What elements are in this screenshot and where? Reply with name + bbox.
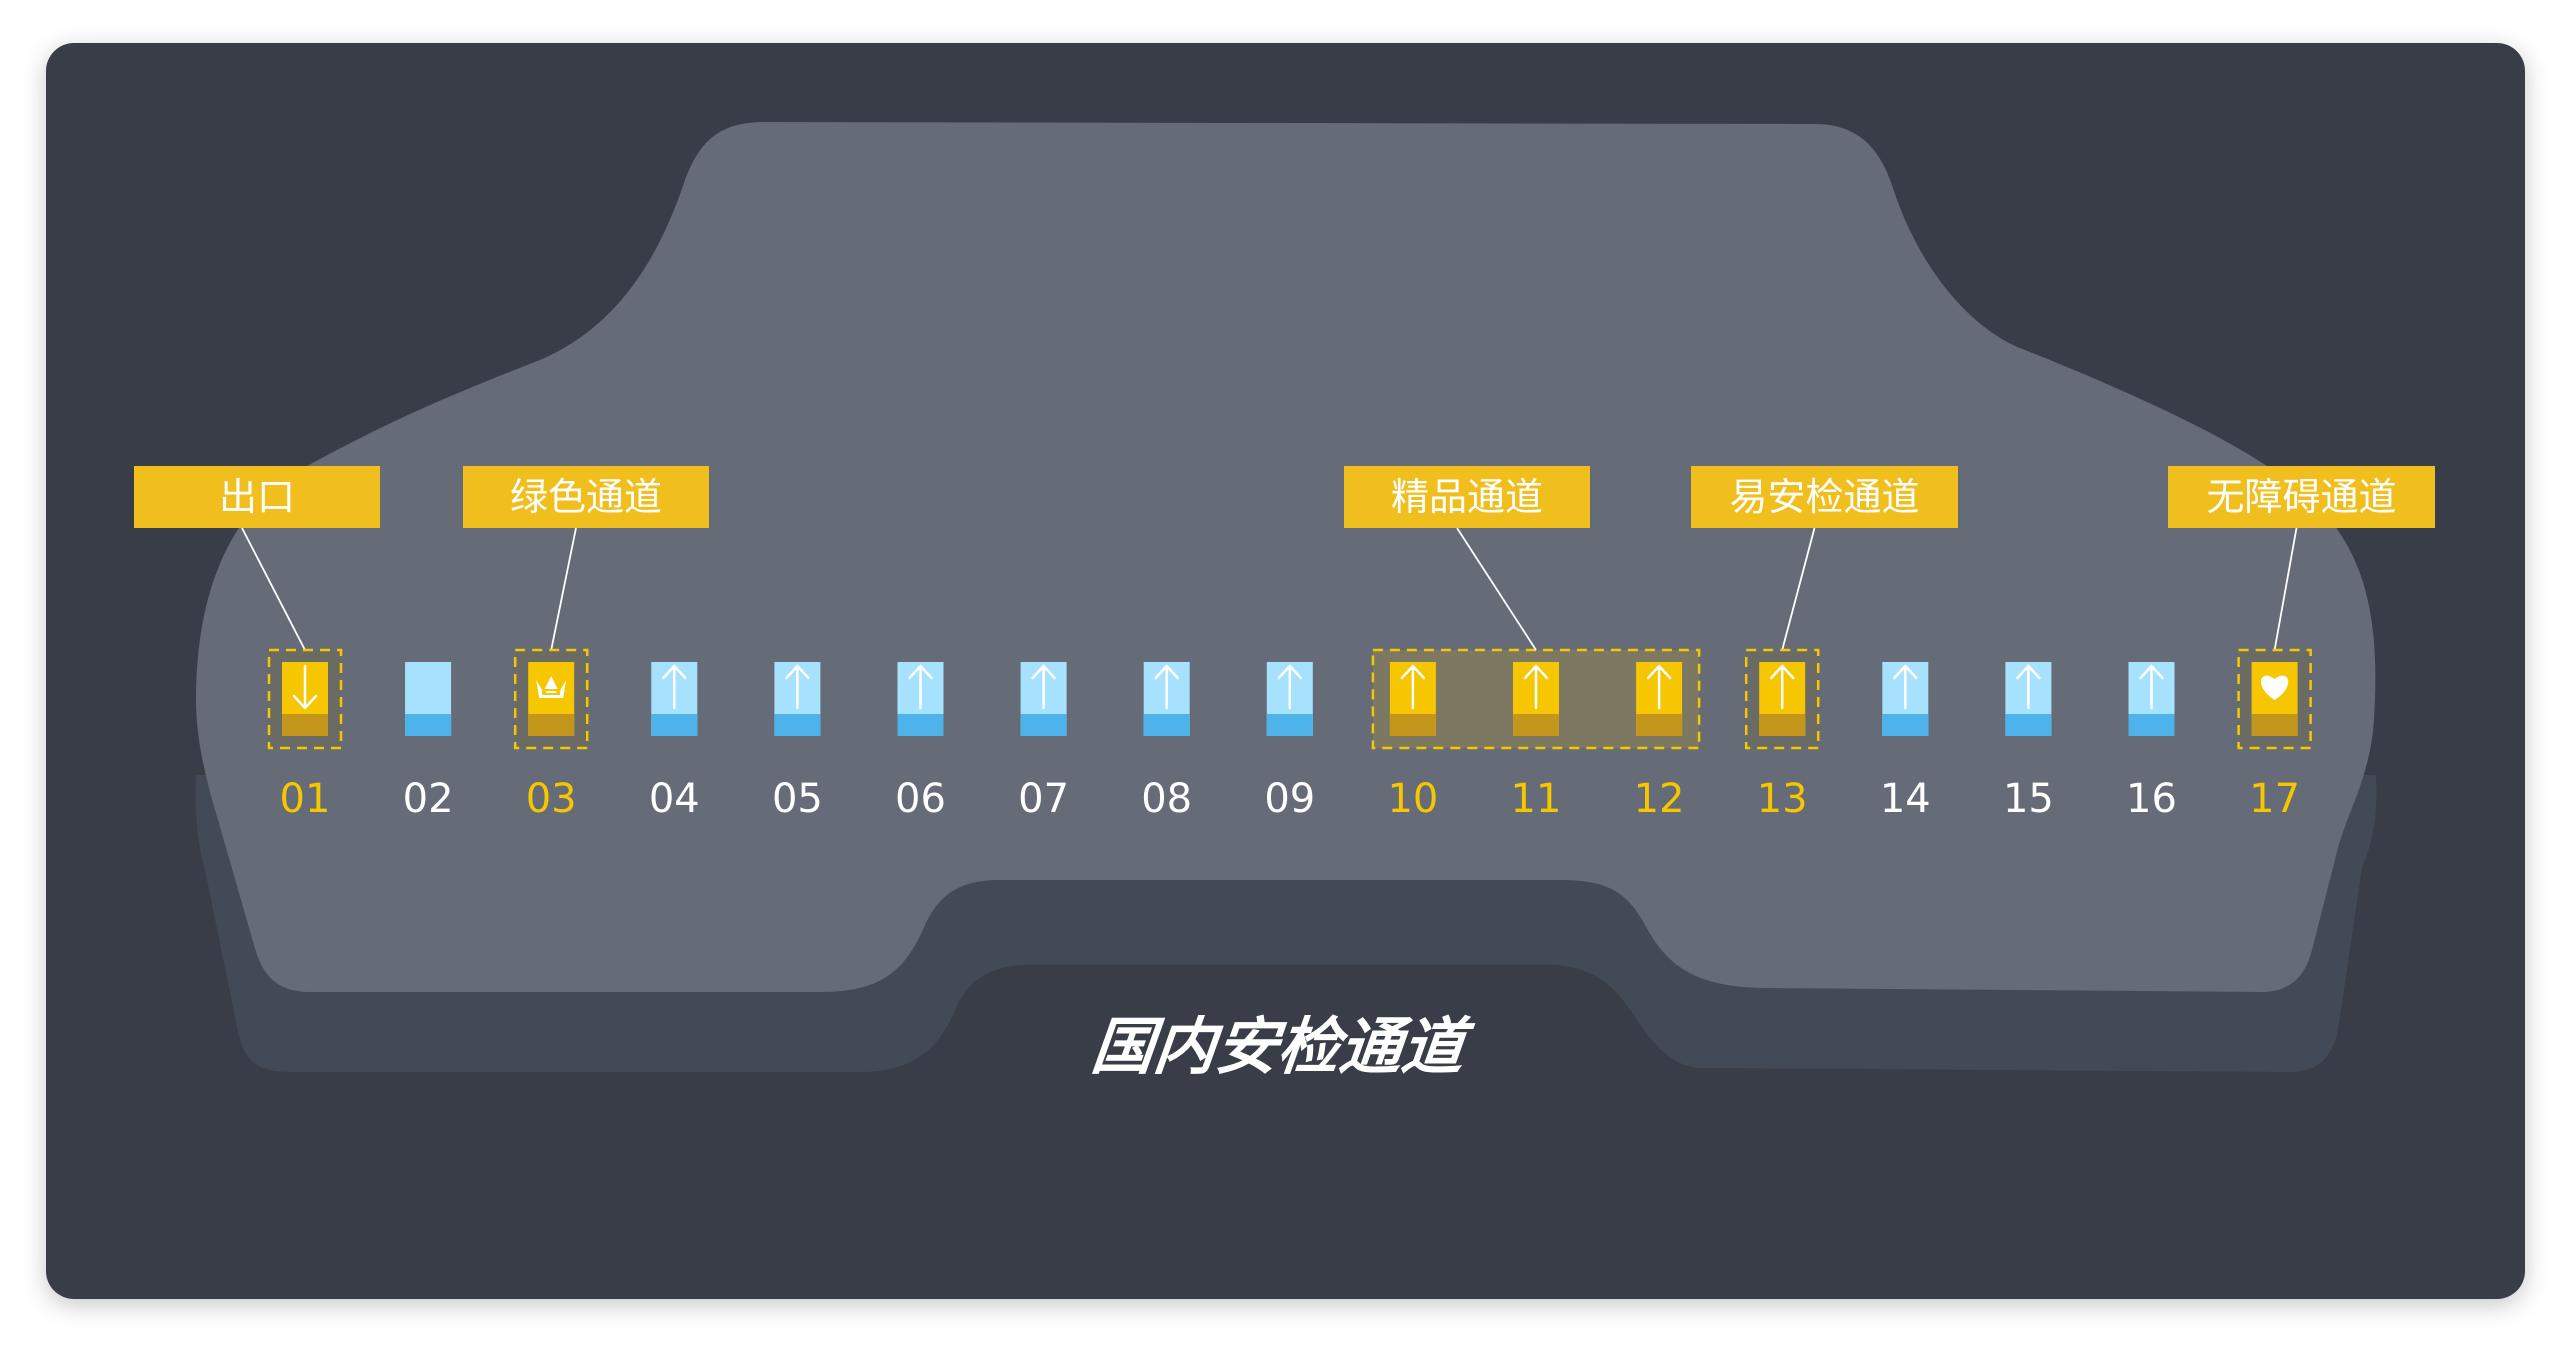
callout-label-text: 易安检通道 <box>1729 475 1919 519</box>
lane-gate-base <box>1882 714 1929 736</box>
lane-gate-base <box>1636 714 1683 736</box>
lane-gate-base <box>897 714 944 736</box>
lane-12: 12 <box>1634 662 1685 822</box>
arrow-up-icon <box>1769 664 1795 710</box>
arrow-up-icon <box>2016 664 2041 710</box>
lane-number: 09 <box>1264 776 1315 822</box>
lane-number: 15 <box>2003 776 2054 822</box>
lane-11: 11 <box>1511 662 1562 822</box>
arrow-up-icon <box>1400 664 1426 710</box>
lane-gate-base <box>1513 714 1559 736</box>
callout-leader-line <box>2273 527 2298 651</box>
callout-label-bg <box>134 466 380 528</box>
lane-gate-base <box>282 714 328 736</box>
lane-01: 01 <box>267 648 343 822</box>
callout-label-bg <box>2168 466 2435 528</box>
lane-15: 15 <box>2003 662 2054 822</box>
arrow-up-icon <box>1893 664 1918 710</box>
callouts-layer: 出口 绿色通道 精品通道 易安检通道 无障碍通道 <box>134 466 2435 528</box>
lane-gate-base <box>1266 714 1313 736</box>
callout-leader-line <box>550 527 577 651</box>
callout-label-text: 绿色通道 <box>510 475 662 519</box>
callout-label: 易安检通道 <box>1691 466 1958 528</box>
lane-09: 09 <box>1264 662 1315 822</box>
callout-label-bg <box>463 466 709 528</box>
lane-13: 13 <box>1744 648 1820 822</box>
arrow-up-icon <box>1646 664 1672 710</box>
arrow-up-icon <box>1277 664 1303 710</box>
lane-number: 14 <box>1880 776 1931 822</box>
lane-17: 17 <box>2237 648 2312 822</box>
lane-05: 05 <box>772 662 823 822</box>
lane-07: 07 <box>1018 662 1069 822</box>
callout-leader-line <box>241 527 306 651</box>
lanes-layer: 01 02 03 04 05 06 07 08 09 10 11 12 13 14 15 16 17 <box>267 648 2312 822</box>
arrow-up-icon <box>1154 664 1179 710</box>
hall-floor <box>196 122 2376 992</box>
lane-gate-base <box>651 714 698 736</box>
arrow-up-icon <box>1031 664 1056 710</box>
callout-label-text: 精品通道 <box>1391 475 1543 519</box>
lane-14: 14 <box>1880 662 1931 822</box>
lane-gate-base <box>2128 714 2175 736</box>
callout-label: 无障碍通道 <box>2168 466 2435 528</box>
lane-gate-base <box>405 714 452 736</box>
lane-gate-base <box>1020 714 1067 736</box>
lane-gate-base <box>2251 714 2298 736</box>
callout-leader-line <box>1781 527 1816 651</box>
callout-leader-lines <box>241 527 2298 651</box>
lane-number: 04 <box>649 776 700 822</box>
lane-number: 08 <box>1141 776 1192 822</box>
lane-number: 07 <box>1018 776 1069 822</box>
callout-label-bg <box>1344 466 1590 528</box>
lane-06: 06 <box>895 662 946 822</box>
callout-label-bg <box>1691 466 1958 528</box>
lane-number: 06 <box>895 776 946 822</box>
lane-number: 01 <box>280 776 331 822</box>
lane-number: 02 <box>403 776 454 822</box>
lane-number: 03 <box>526 776 577 822</box>
crown-icon <box>536 676 567 698</box>
lane-number: 17 <box>2249 776 2300 822</box>
lane-08: 08 <box>1141 662 1192 822</box>
lane-10: 10 <box>1387 662 1438 822</box>
callout-label: 精品通道 <box>1344 466 1590 528</box>
page-title: 国内安检通道 <box>1088 1010 1477 1083</box>
lane-02: 02 <box>403 662 454 822</box>
lane-gate-base <box>1389 714 1436 736</box>
lane-04: 04 <box>649 662 700 822</box>
arrow-up-icon <box>2139 664 2164 710</box>
arrow-up-icon <box>785 664 810 710</box>
lane-number: 11 <box>1511 776 1562 822</box>
callout-label: 出口 <box>134 466 380 528</box>
lane-number: 12 <box>1634 776 1685 822</box>
lane-gate-base <box>774 714 821 736</box>
arrow-up-icon <box>908 664 933 710</box>
lane-gate-base <box>528 714 575 736</box>
lane-number: 10 <box>1387 776 1438 822</box>
heart-icon <box>2260 675 2289 700</box>
arrow-down-icon <box>292 664 318 710</box>
lane-gate-base <box>1143 714 1190 736</box>
lane-16: 16 <box>2126 662 2177 822</box>
callout-leader-line <box>1456 527 1537 651</box>
lane-number: 05 <box>772 776 823 822</box>
arrow-up-icon <box>1523 664 1549 710</box>
callout-label-text: 出口 <box>219 475 295 519</box>
callout-label: 绿色通道 <box>463 466 709 528</box>
lane-gate-base <box>1759 714 1806 736</box>
lane-03: 03 <box>513 648 589 822</box>
lane-number: 16 <box>2126 776 2177 822</box>
callout-label-text: 无障碍通道 <box>2206 475 2396 519</box>
lane-gate-base <box>2005 714 2052 736</box>
lane-number: 13 <box>1757 776 1808 822</box>
arrow-up-icon <box>662 664 687 710</box>
